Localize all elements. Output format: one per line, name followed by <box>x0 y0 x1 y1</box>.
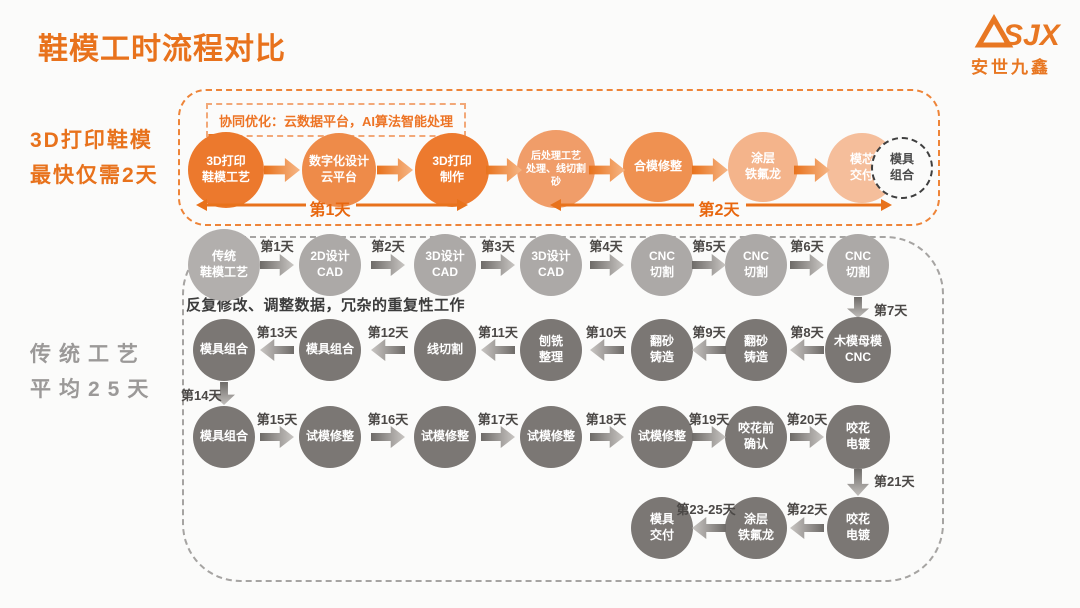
flow-node: 试模修整 <box>299 406 361 468</box>
day-label: 第18天 <box>585 412 627 427</box>
rework-note: 反复修改、调整数据，冗杂的重复性工作 <box>186 297 466 314</box>
flow-node: CNC 切割 <box>725 234 787 296</box>
flow-node: 翻砂 铸造 <box>725 319 787 381</box>
logo-company-name: 安世九鑫 <box>971 58 1051 77</box>
flow-node: 3D打印 制作 <box>415 133 489 207</box>
flow-node: 涂层 铁氟龙 <box>725 497 787 559</box>
print-flow-side-line2: 最快仅需2天 <box>30 163 159 187</box>
print-flow-side-line1: 3D打印鞋模 <box>30 129 153 152</box>
day-label: 第8天 <box>790 325 824 340</box>
day-label: 第22天 <box>786 502 828 517</box>
traditional-side-line2: 平均25天 <box>30 377 157 401</box>
day-label: 第19天 <box>688 412 730 427</box>
page-title: 鞋模工时流程对比 <box>38 33 286 66</box>
flow-node: 试模修整 <box>631 406 693 468</box>
day-label: 第9天 <box>692 325 726 340</box>
synergy-banner: 协同优化：云数据平台，AI算法智能处理 <box>206 103 466 137</box>
print-flow-side-label: 3D打印鞋模 最快仅需2天 <box>30 124 159 193</box>
company-logo: SJX 安世九鑫 <box>952 13 1070 78</box>
flow-node: 试模修整 <box>414 406 476 468</box>
flow-node: 3D设计 CAD <box>520 234 582 296</box>
day-label: 第17天 <box>477 412 519 427</box>
flow-node: 传统 鞋模工艺 <box>188 229 260 301</box>
flow-node: 3D设计 CAD <box>414 234 476 296</box>
svg-text:SJX: SJX <box>1003 19 1062 50</box>
day-label: 第6天 <box>790 239 824 254</box>
flow-node: 木模母模 CNC <box>825 317 891 383</box>
day-label: 第1天 <box>260 239 294 254</box>
day-label: 第23-25天 <box>676 502 736 517</box>
flow-node: 翻砂 铸造 <box>631 319 693 381</box>
flow-node: CNC 切割 <box>631 234 693 296</box>
day1-span-label: 第1天 <box>309 202 351 219</box>
flow-node: 数字化设计 云平台 <box>302 133 376 207</box>
day-label: 第7天 <box>874 303 908 318</box>
flow-node-mold-assembly: 模具 组合 <box>871 137 933 199</box>
day-label: 第10天 <box>585 325 627 340</box>
day-label: 第14天 <box>181 388 222 403</box>
flow-node: 刨铣 整理 <box>520 319 582 381</box>
flow-node: 模具组合 <box>299 319 361 381</box>
flow-node: 3D打印 鞋模工艺 <box>188 132 264 208</box>
flow-node: CNC 切割 <box>827 234 889 296</box>
day-label: 第13天 <box>256 325 298 340</box>
logo-mark-icon: SJX <box>974 13 1062 52</box>
flow-node: 咬花 电镀 <box>827 497 889 559</box>
flow-node: 模具组合 <box>193 319 255 381</box>
flow-node: 模具组合 <box>193 406 255 468</box>
day-label: 第4天 <box>589 239 623 254</box>
day-label: 第20天 <box>786 412 828 427</box>
flow-node: 线切割 <box>414 319 476 381</box>
traditional-side-line1: 传统工艺 <box>30 343 146 366</box>
day-label: 第12天 <box>367 325 409 340</box>
day-label: 第2天 <box>371 239 405 254</box>
flow-node: 咬花前 确认 <box>725 406 787 468</box>
flow-node: 咬花 电镀 <box>826 405 890 469</box>
flow-node: 合模修整 <box>623 132 693 202</box>
day-label: 第11天 <box>478 325 518 340</box>
flow-node: 涂层 铁氟龙 <box>728 132 798 202</box>
flow-node: 试模修整 <box>520 406 582 468</box>
day-label: 第3天 <box>481 239 515 254</box>
day2-span-label: 第2天 <box>698 202 740 219</box>
flow-node: 模具 交付 <box>631 497 693 559</box>
day-label: 第5天 <box>692 239 726 254</box>
flow-node: 2D设计 CAD <box>299 234 361 296</box>
flow-node: 后处理工艺 处理、线切割 砂 <box>517 130 595 208</box>
day-label: 第16天 <box>367 412 409 427</box>
print-flow-container <box>178 89 940 226</box>
day-label: 第21天 <box>874 474 915 489</box>
day-label: 第15天 <box>256 412 298 427</box>
traditional-side-label: 传统工艺 平均25天 <box>30 338 156 407</box>
